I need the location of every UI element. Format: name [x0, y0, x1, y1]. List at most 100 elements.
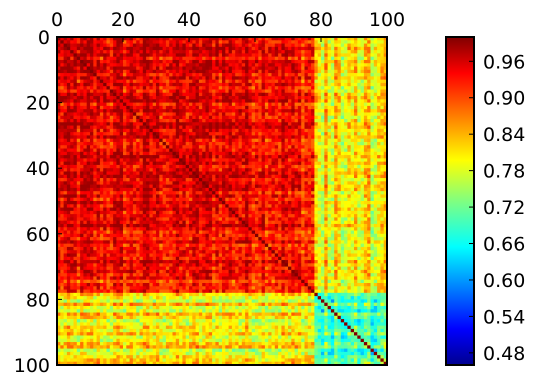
heatmap-cell [380, 46, 385, 51]
heatmap-cell [189, 89, 193, 94]
heatmap-cell [139, 145, 144, 149]
heatmap-cell [215, 151, 220, 156]
heatmap-cell [109, 63, 114, 67]
heatmap-cell [245, 128, 249, 133]
heatmap-cell [284, 164, 289, 169]
heatmap-cell [129, 112, 134, 117]
heatmap-cell [274, 181, 279, 185]
heatmap-cell [327, 178, 332, 182]
heatmap-cell [165, 194, 170, 199]
heatmap-cell [344, 128, 348, 133]
heatmap-cell [264, 53, 269, 58]
heatmap-cell [360, 82, 365, 87]
heatmap-cell [294, 158, 299, 163]
heatmap-cell [83, 164, 88, 169]
heatmap-cell [96, 119, 101, 123]
heatmap-cell [76, 141, 81, 146]
heatmap-cell [195, 122, 200, 126]
heatmap-cell [132, 168, 137, 172]
heatmap-cell [264, 181, 269, 185]
heatmap-cell [60, 184, 64, 189]
heatmap-cell [113, 125, 117, 130]
heatmap-cell [123, 109, 127, 113]
heatmap-cell [109, 105, 114, 110]
heatmap-cell [60, 171, 64, 176]
heatmap-cell [195, 187, 200, 192]
heatmap-cell [63, 66, 68, 71]
heatmap-cell [377, 158, 381, 163]
heatmap-cell [350, 174, 355, 179]
heatmap-cell [373, 115, 378, 120]
heatmap-cell [334, 122, 338, 126]
heatmap-cell [159, 50, 163, 54]
heatmap-cell [330, 66, 335, 71]
heatmap-cell [189, 76, 193, 81]
heatmap-cell [123, 151, 127, 156]
heatmap-cell [291, 148, 295, 153]
heatmap-cell [57, 105, 61, 110]
heatmap-cell [142, 66, 147, 71]
heatmap-cell [129, 69, 134, 74]
heatmap-cell [284, 122, 289, 126]
heatmap-cell [218, 76, 223, 81]
heatmap-cell [123, 197, 127, 202]
heatmap-cell [274, 119, 279, 123]
heatmap-cell [103, 63, 107, 67]
heatmap-cell [93, 109, 97, 113]
heatmap-cell [238, 69, 243, 74]
heatmap-cell [136, 59, 140, 64]
heatmap-cell [63, 141, 68, 146]
heatmap-cell [311, 115, 315, 120]
heatmap-cell [175, 37, 180, 41]
heatmap-cell [99, 148, 104, 153]
heatmap-cell [185, 197, 190, 202]
heatmap-cell [278, 99, 282, 103]
heatmap-cell [222, 145, 226, 149]
heatmap-cell [215, 59, 220, 64]
heatmap-cell [360, 132, 365, 136]
heatmap-cell [142, 37, 147, 41]
heatmap-cell [205, 112, 210, 117]
heatmap-cell [73, 174, 78, 179]
heatmap-cell [86, 69, 91, 74]
heatmap-cell [264, 73, 269, 77]
heatmap-cell [307, 63, 312, 67]
heatmap-cell [274, 92, 279, 97]
heatmap-cell [317, 69, 322, 74]
heatmap-cell [304, 145, 309, 149]
heatmap-cell [76, 171, 81, 176]
heatmap-cell [245, 197, 249, 202]
heatmap-cell [344, 69, 348, 74]
heatmap-cell [255, 59, 259, 64]
heatmap-cell [103, 155, 107, 159]
heatmap-cell [235, 138, 239, 143]
heatmap-cell [274, 79, 279, 84]
heatmap-cell [278, 69, 282, 74]
heatmap-cell [281, 122, 286, 126]
heatmap-cell [327, 128, 332, 133]
heatmap-cell [208, 191, 213, 195]
heatmap-cell [327, 96, 332, 100]
heatmap-cell [307, 73, 312, 77]
heatmap-cell [70, 50, 74, 54]
heatmap-cell [123, 128, 127, 133]
heatmap-cell [344, 59, 348, 64]
heatmap-cell [169, 119, 173, 123]
heatmap-cell [251, 79, 256, 84]
heatmap-cell [123, 168, 127, 172]
heatmap-cell [370, 122, 375, 126]
heatmap-cell [228, 86, 233, 90]
heatmap-cell [93, 138, 97, 143]
heatmap-cell [205, 184, 210, 189]
heatmap-cell [192, 115, 196, 120]
heatmap-cell [350, 79, 355, 84]
heatmap-cell [165, 184, 170, 189]
heatmap-cell [330, 109, 335, 113]
heatmap-cell [63, 40, 68, 44]
heatmap-cell [109, 43, 114, 48]
heatmap-cell [195, 40, 200, 44]
heatmap-cell [96, 53, 101, 58]
heatmap-cell [307, 184, 312, 189]
heatmap-cell [205, 102, 210, 107]
heatmap-cell [76, 194, 81, 199]
